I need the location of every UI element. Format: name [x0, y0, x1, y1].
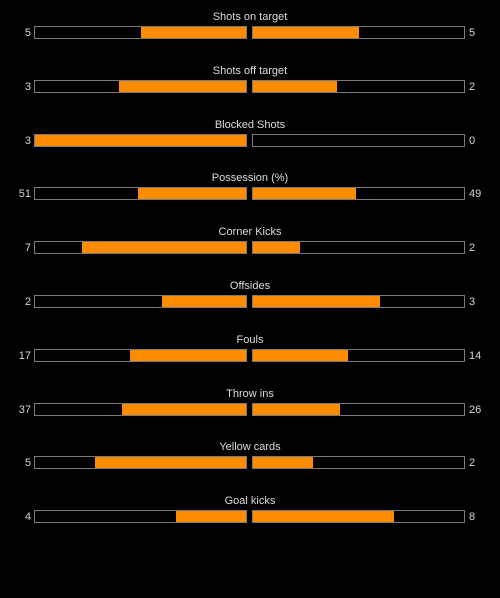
away-bar: [252, 26, 465, 39]
away-value: 2: [469, 80, 476, 93]
stat-label: Goal kicks: [224, 495, 276, 508]
home-bar-fill: [138, 188, 246, 200]
away-value: 0: [469, 134, 476, 147]
away-value: 8: [469, 511, 476, 524]
home-bar: [34, 510, 247, 524]
away-bar: [252, 456, 465, 470]
home-value: 4: [24, 511, 31, 524]
home-value: 51: [18, 188, 31, 201]
away-bar: [252, 510, 465, 524]
stat-row-corner-kicks: Corner Kicks 7 2: [0, 225, 500, 279]
home-value: 17: [18, 349, 31, 362]
home-value: 5: [24, 457, 31, 470]
away-bar-fill: [253, 403, 341, 415]
home-bar: [34, 294, 247, 308]
home-value: 2: [24, 295, 31, 308]
stat-label: Blocked Shots: [214, 118, 286, 131]
home-value: 37: [18, 403, 31, 416]
away-bar-fill: [253, 457, 314, 469]
home-bar-fill: [161, 295, 246, 307]
home-bar: [34, 241, 247, 255]
away-bar: [252, 79, 465, 93]
stat-label: Fouls: [236, 333, 264, 346]
home-bar: [34, 79, 247, 93]
away-bar-fill: [253, 349, 349, 361]
home-bar: [34, 348, 247, 362]
away-bar: [252, 187, 465, 201]
away-value: 14: [469, 349, 482, 362]
home-bar-fill: [95, 457, 246, 469]
home-value: 7: [24, 242, 31, 255]
home-bar: [34, 133, 247, 147]
home-bar-fill: [122, 403, 246, 415]
stat-row-shots-off-target: Shots off target 3 2: [0, 64, 500, 118]
away-value: 26: [469, 403, 482, 416]
home-value: 5: [24, 27, 31, 39]
home-bar: [34, 456, 247, 470]
away-bar-fill: [253, 27, 359, 38]
away-value: 49: [469, 188, 482, 201]
away-bar-fill: [253, 80, 338, 92]
home-bar-fill: [130, 349, 246, 361]
stat-label: Corner Kicks: [218, 226, 282, 239]
away-value: 3: [469, 295, 476, 308]
home-bar-fill: [35, 134, 246, 146]
stat-label: Yellow cards: [219, 441, 281, 454]
away-value: 2: [469, 457, 476, 470]
away-bar-fill: [253, 242, 300, 254]
stat-label: Shots off target: [212, 64, 288, 77]
stat-row-possession: Possession (%) 51 49: [0, 171, 500, 225]
away-bar: [252, 402, 465, 416]
home-bar: [34, 26, 247, 39]
stat-label: Offsides: [229, 279, 271, 292]
away-bar-fill: [253, 511, 394, 523]
home-value: 3: [24, 134, 31, 147]
away-bar: [252, 294, 465, 308]
stat-row-fouls: Fouls 17 14: [0, 333, 500, 387]
stat-row-throw-ins: Throw ins 37 26: [0, 387, 500, 441]
stat-row-yellow-cards: Yellow cards 5 2: [0, 440, 500, 494]
stat-label: Shots on target: [212, 11, 288, 23]
home-bar-fill: [140, 27, 246, 38]
stat-row-goal-kicks: Goal kicks 4 8: [0, 494, 500, 548]
away-value: 5: [469, 27, 476, 39]
away-bar-fill: [253, 295, 380, 307]
home-bar-fill: [175, 511, 246, 523]
stat-label: Possession (%): [211, 172, 289, 185]
home-bar: [34, 402, 247, 416]
away-bar: [252, 241, 465, 255]
home-bar-fill: [81, 242, 246, 254]
stats-list: Shots on target 5 5 Shots off target 3 2…: [0, 10, 500, 548]
away-bar: [252, 348, 465, 362]
stat-row-shots-on-target: Shots on target 5 5: [0, 10, 500, 64]
home-bar: [34, 187, 247, 201]
away-value: 2: [469, 242, 476, 255]
stat-row-offsides: Offsides 2 3: [0, 279, 500, 333]
home-value: 3: [24, 80, 31, 93]
stat-row-blocked-shots: Blocked Shots 3 0: [0, 118, 500, 172]
away-bar: [252, 133, 465, 147]
stat-label: Throw ins: [226, 387, 274, 400]
home-bar-fill: [119, 80, 246, 92]
away-bar-fill: [253, 188, 357, 200]
